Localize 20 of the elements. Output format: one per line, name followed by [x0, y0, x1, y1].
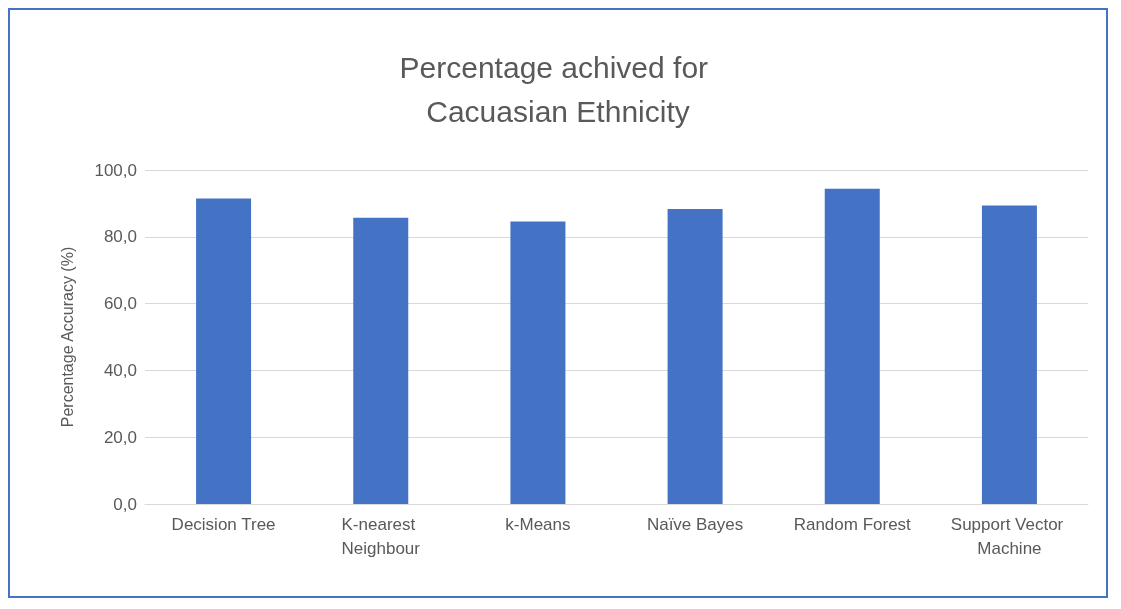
- x-tick-label: Random Forest: [793, 514, 912, 534]
- bar: [353, 217, 409, 504]
- y-tick-label: 100,0: [94, 160, 137, 180]
- y-tick-label: 0,0: [113, 494, 137, 514]
- bar: [510, 221, 566, 504]
- chart-title: Percentage achived for Cacuasian Ethnicity: [399, 50, 717, 128]
- bar: [824, 188, 880, 504]
- x-tick-label: Naïve Bayes: [646, 514, 744, 534]
- x-tick-label: Decision Tree: [171, 514, 276, 534]
- bar: [981, 205, 1037, 504]
- y-tick-label: 20,0: [103, 427, 137, 447]
- y-axis-title: Percentage Accuracy (%): [58, 246, 76, 428]
- y-tick-label: 40,0: [103, 360, 137, 380]
- bar: [196, 198, 252, 504]
- x-tick-label: Support Vector Machine: [950, 514, 1069, 558]
- y-tick-label: 80,0: [103, 227, 137, 247]
- y-tick-label: 60,0: [103, 294, 137, 314]
- bar: [667, 209, 723, 504]
- x-tick-label: k-Means: [505, 514, 571, 534]
- x-tick-label: K-nearest Neighbour: [341, 514, 421, 558]
